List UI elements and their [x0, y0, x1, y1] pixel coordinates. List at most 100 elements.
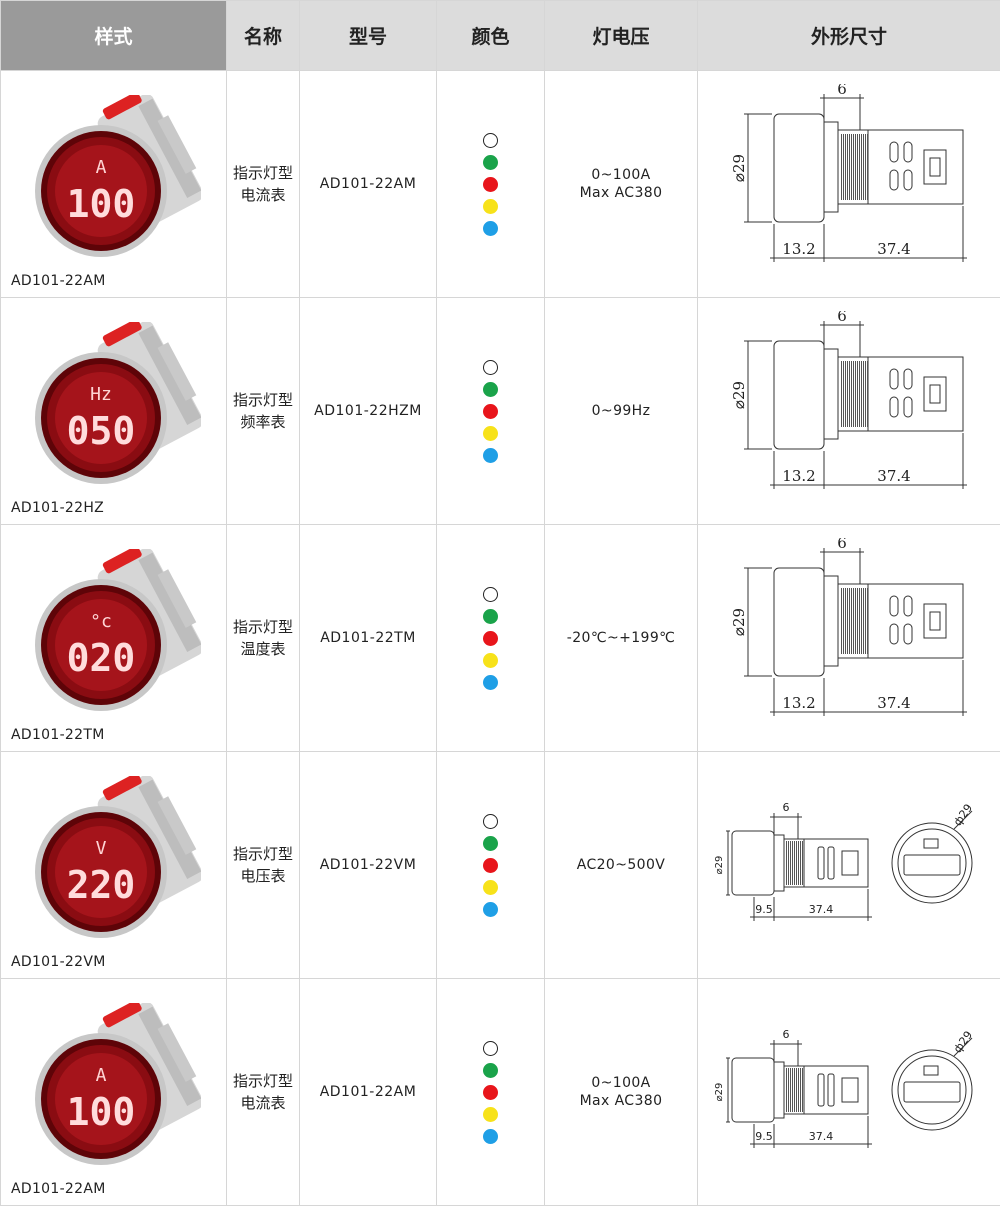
- header-color: 颜色: [436, 0, 545, 71]
- model-cell: AD101-22AM: [299, 70, 437, 298]
- product-name-line: 指示灯型: [232, 845, 293, 863]
- dimension-drawing: 6 ⌀29 9.5 37.4 ф29: [714, 801, 975, 921]
- color-swatch: [483, 1084, 498, 1100]
- voltage-cell: 0~100A Max AC380: [544, 978, 698, 1206]
- lamp-reading: 100: [67, 182, 136, 226]
- dim-diameter: ⌀29: [714, 1083, 725, 1102]
- lamp-unit: A: [96, 157, 107, 178]
- product-name-line: 指示灯型: [232, 391, 293, 409]
- voltage-line: AC20~500V: [576, 857, 666, 873]
- name-cell: 指示灯型 频率表: [226, 297, 300, 525]
- indicator-lamp-image: A 100: [35, 1003, 201, 1165]
- color-cell: [436, 978, 545, 1206]
- dim-right: 37.4: [809, 1130, 834, 1143]
- image-caption: AD101-22HZ: [11, 500, 105, 516]
- product-name-line: 指示灯型: [232, 1072, 293, 1090]
- lamp-reading: 020: [67, 636, 136, 680]
- color-swatch: [483, 813, 498, 829]
- header-row: 样式 名称 型号 颜色 灯电压 外形尺寸: [0, 0, 1000, 71]
- dim-left: 9.5: [755, 1130, 773, 1143]
- color-cell: [436, 524, 545, 752]
- product-name-line: 指示灯型: [232, 164, 293, 182]
- color-swatch: [483, 1040, 498, 1056]
- image-caption: AD101-22AM: [11, 1181, 106, 1197]
- voltage-line: 0~100A: [591, 1075, 651, 1091]
- color-swatch: [483, 630, 498, 646]
- header-voltage: 灯电压: [544, 0, 698, 71]
- voltage-line: -20℃~+199℃: [566, 630, 676, 646]
- voltage-line: 0~99Hz: [591, 403, 651, 419]
- model-cell: AD101-22AM: [299, 978, 437, 1206]
- dim-diameter: ⌀29: [730, 154, 748, 182]
- dim-right: 37.4: [877, 694, 910, 712]
- color-swatch: [483, 1062, 498, 1078]
- header-dimensions: 外形尺寸: [697, 0, 1000, 71]
- voltage-cell: AC20~500V: [544, 751, 698, 979]
- color-swatch: [483, 176, 498, 192]
- header-style: 样式: [0, 0, 227, 71]
- color-swatch: [483, 381, 498, 397]
- dim-left: 13.2: [782, 694, 815, 712]
- style-cell: A 100 AD101-22AM: [0, 978, 227, 1206]
- dim-right: 37.4: [877, 240, 910, 258]
- voltage-cell: 0~100A Max AC380: [544, 70, 698, 298]
- color-swatch: [483, 132, 498, 148]
- product-name-line: 电流表: [240, 186, 286, 204]
- color-swatch: [483, 586, 498, 602]
- lamp-reading: 050: [67, 409, 136, 453]
- dimension-cell: 6 ⌀29 13.2 37.4: [697, 297, 1000, 525]
- color-swatch: [483, 835, 498, 851]
- image-caption: AD101-22TM: [11, 727, 105, 743]
- dimension-drawing: 6 ⌀29 13.2 37.4: [730, 311, 967, 489]
- dim-diameter: ⌀29: [714, 856, 725, 875]
- dim-left: 13.2: [782, 467, 815, 485]
- header-name: 名称: [226, 0, 300, 71]
- lamp-reading: 100: [67, 1090, 136, 1134]
- dim-top: 6: [837, 538, 847, 552]
- color-cell: [436, 751, 545, 979]
- product-name-line: 电压表: [240, 867, 286, 885]
- product-name-line: 指示灯型: [232, 618, 293, 636]
- dim-top: 6: [783, 801, 790, 814]
- color-swatch: [483, 1106, 498, 1122]
- dim-left: 9.5: [755, 903, 773, 916]
- style-cell: V 220 AD101-22VM: [0, 751, 227, 979]
- model-cell: AD101-22VM: [299, 751, 437, 979]
- image-caption: AD101-22AM: [11, 273, 106, 289]
- color-swatch: [483, 879, 498, 895]
- model-cell: AD101-22TM: [299, 524, 437, 752]
- voltage-line: Max AC380: [579, 1093, 663, 1109]
- color-swatch: [483, 857, 498, 873]
- dimension-drawing: 6 ⌀29 9.5 37.4 ф29: [714, 1028, 975, 1148]
- color-swatch: [483, 154, 498, 170]
- name-cell: 指示灯型 电流表: [226, 978, 300, 1206]
- voltage-cell: 0~99Hz: [544, 297, 698, 525]
- lamp-unit: °c: [90, 611, 112, 632]
- product-name-line: 温度表: [240, 640, 286, 658]
- dim-top: 6: [837, 84, 847, 98]
- color-cell: [436, 70, 545, 298]
- voltage-line: 0~100A: [591, 167, 651, 183]
- color-swatch: [483, 674, 498, 690]
- dim-top: 6: [837, 311, 847, 325]
- dim-top: 6: [783, 1028, 790, 1041]
- dim-front: ф29: [951, 1029, 975, 1056]
- indicator-lamp-image: Hz 050: [35, 322, 201, 484]
- model-cell: AD101-22HZM: [299, 297, 437, 525]
- lamp-unit: V: [96, 838, 107, 859]
- color-swatch: [483, 652, 498, 668]
- color-swatch: [483, 198, 498, 214]
- lamp-unit: A: [96, 1065, 107, 1086]
- color-swatch: [483, 220, 498, 236]
- dim-right: 37.4: [877, 467, 910, 485]
- dimension-cell: 6 ⌀29 13.2 37.4: [697, 70, 1000, 298]
- color-cell: [436, 297, 545, 525]
- table-row: V 220 AD101-22VM 指示灯型电压表 AD101-22VM AC20…: [0, 751, 1000, 979]
- dim-front: ф29: [951, 802, 975, 829]
- dimension-cell: 6 ⌀29 9.5 37.4 ф29: [697, 978, 1000, 1206]
- color-swatch: [483, 425, 498, 441]
- name-cell: 指示灯型 温度表: [226, 524, 300, 752]
- dim-diameter: ⌀29: [730, 608, 748, 636]
- indicator-lamp-image: A 100: [35, 95, 201, 257]
